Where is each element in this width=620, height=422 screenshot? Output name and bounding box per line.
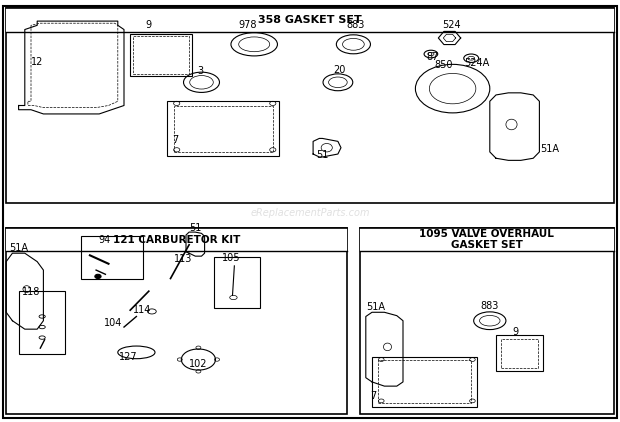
Text: 127: 127	[119, 352, 138, 362]
Text: 105: 105	[222, 253, 241, 263]
Text: 87: 87	[427, 52, 439, 62]
Text: 9: 9	[146, 20, 152, 30]
Text: eReplacementParts.com: eReplacementParts.com	[250, 208, 370, 218]
Text: 883: 883	[346, 20, 365, 30]
Text: 524: 524	[443, 20, 461, 30]
Bar	[6, 8, 614, 32]
Bar	[496, 335, 542, 371]
Text: 118: 118	[22, 287, 40, 298]
Text: 51: 51	[316, 150, 329, 160]
Text: 978: 978	[239, 20, 257, 30]
Bar	[501, 339, 538, 368]
Text: 850: 850	[434, 60, 453, 70]
Bar	[360, 228, 614, 251]
Text: 94: 94	[98, 235, 110, 245]
Text: 7: 7	[172, 135, 179, 146]
Text: 51A: 51A	[366, 302, 385, 312]
Text: 524A: 524A	[464, 58, 489, 68]
Text: 114: 114	[133, 305, 152, 315]
Bar	[6, 8, 614, 203]
Text: 7: 7	[370, 391, 376, 401]
Text: 3: 3	[197, 66, 203, 76]
Ellipse shape	[95, 274, 101, 279]
Bar	[81, 236, 143, 279]
Text: 1095 VALVE OVERHAUL
GASKET SET: 1095 VALVE OVERHAUL GASKET SET	[419, 229, 554, 251]
Text: 121 CARBURETOR KIT: 121 CARBURETOR KIT	[113, 235, 241, 245]
Text: 104: 104	[104, 318, 123, 328]
Text: 883: 883	[480, 301, 498, 311]
Bar	[214, 257, 260, 308]
Bar	[360, 228, 614, 414]
Text: 51A: 51A	[541, 144, 560, 154]
Bar	[130, 34, 192, 76]
Bar	[133, 36, 189, 74]
Bar	[167, 101, 279, 156]
Text: 9: 9	[513, 327, 519, 338]
Bar	[6, 228, 347, 251]
Text: 51A: 51A	[9, 243, 29, 253]
Text: 20: 20	[334, 65, 346, 76]
Text: 113: 113	[174, 254, 192, 265]
Bar	[174, 106, 273, 152]
Text: 358 GASKET SET: 358 GASKET SET	[258, 15, 362, 25]
Bar	[378, 360, 471, 403]
Text: 51: 51	[189, 223, 202, 233]
Bar	[6, 228, 347, 414]
Text: 12: 12	[31, 57, 43, 68]
Text: 102: 102	[189, 359, 208, 369]
Bar	[372, 357, 477, 407]
Bar	[19, 291, 65, 354]
